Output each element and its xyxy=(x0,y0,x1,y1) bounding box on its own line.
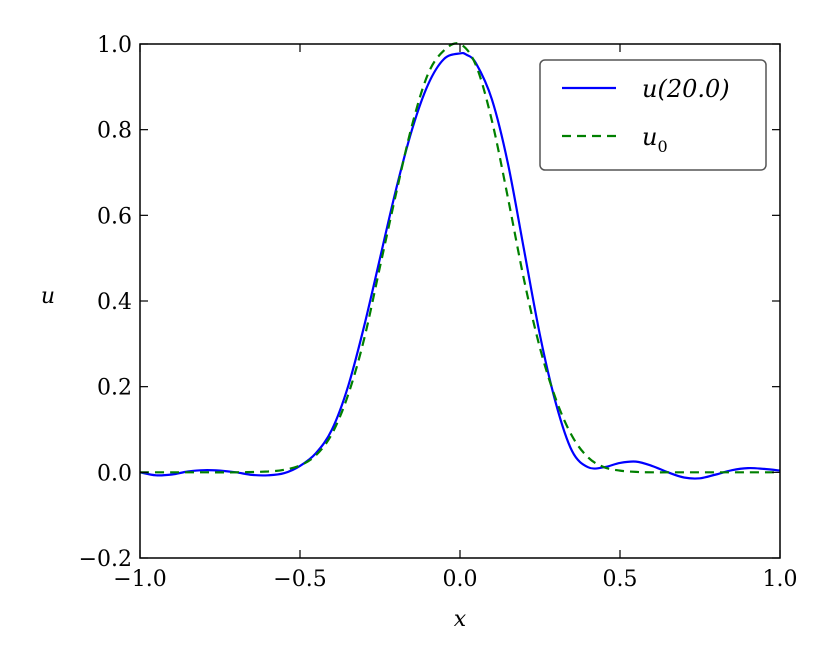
legend: u(20.0) u0 xyxy=(539,59,767,171)
legend-label-series-1: u(20.0) xyxy=(642,75,730,103)
x-axis-label: x xyxy=(454,607,467,632)
y-tick-label-6: 0.8 xyxy=(97,119,132,144)
x-tick-label-2: −0.5 xyxy=(273,567,326,592)
legend-label-series-2: u0 xyxy=(642,123,668,156)
y-tick-label-1: −0.2 xyxy=(79,547,132,572)
x-tick-label-3: 0.0 xyxy=(443,567,478,592)
y-tick-label-4: 0.4 xyxy=(97,290,132,315)
x-tick-label-1: −1.0 xyxy=(113,567,166,592)
series-layer xyxy=(139,42,781,480)
x-tick-label-5: 1.0 xyxy=(763,567,798,592)
x-tick-labels: −1.0 −0.5 0.0 0.5 1.0 xyxy=(113,567,797,592)
y-tick-labels: −0.2 0.0 0.2 0.4 0.6 0.8 1.0 xyxy=(79,33,132,572)
x-tick-label-4: 0.5 xyxy=(603,567,638,592)
y-tick-label-2: 0.0 xyxy=(97,461,132,486)
y-axis-label: u xyxy=(41,284,55,309)
y-tick-label-5: 0.6 xyxy=(97,204,132,229)
y-tick-label-7: 1.0 xyxy=(97,33,132,58)
ticks-layer xyxy=(139,43,781,559)
y-tick-label-3: 0.2 xyxy=(97,376,132,401)
series-line-2 xyxy=(140,42,780,474)
